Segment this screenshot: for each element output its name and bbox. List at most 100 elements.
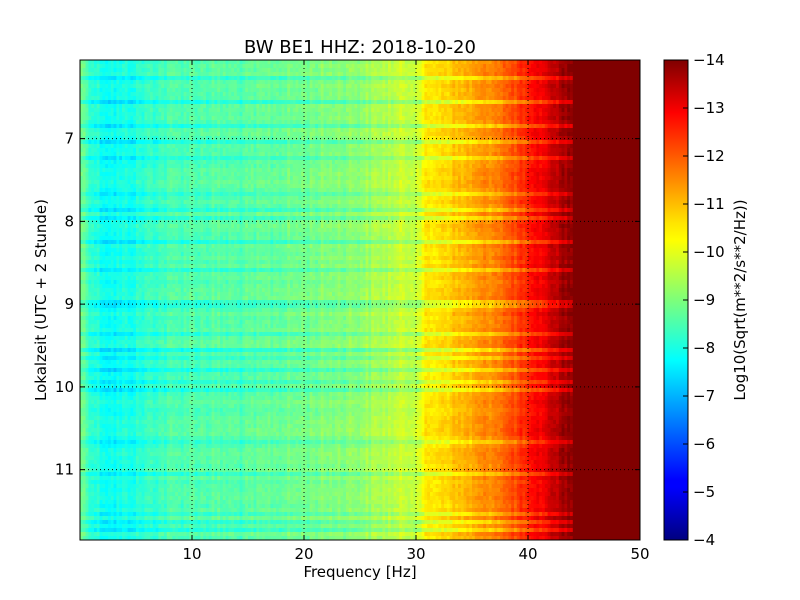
heatmap-cell [587,120,590,124]
heatmap-cell [318,64,321,68]
heatmap-cell [83,64,86,68]
heatmap-cell [122,156,125,160]
heatmap-cell [433,92,436,96]
heatmap-cell [464,88,467,92]
heatmap-cell [251,128,254,132]
heatmap-cell [343,132,346,136]
heatmap-cell [598,108,601,112]
heatmap-cell [282,64,285,68]
heatmap-cell [382,152,385,156]
heatmap-cell [380,88,383,92]
heatmap-cell [223,92,226,96]
heatmap-cell [212,152,215,156]
heatmap-cell [592,156,595,160]
heatmap-cell [520,96,523,100]
heatmap-cell [587,68,590,72]
heatmap-cell [209,144,212,148]
heatmap-cell [256,132,259,136]
heatmap-cell [206,148,209,152]
heatmap-cell [430,132,433,136]
heatmap-cell [357,136,360,140]
heatmap-cell [506,88,509,92]
heatmap-cell [427,80,430,84]
heatmap-cell [136,108,139,112]
heatmap-cell [503,100,506,104]
heatmap-cell [360,144,363,148]
heatmap-cell [324,128,327,132]
heatmap-cell [352,120,355,124]
heatmap-cell [172,132,175,136]
heatmap-cell [270,64,273,68]
heatmap-cell [539,60,542,64]
heatmap-cell [399,76,402,80]
heatmap-cell [167,148,170,152]
heatmap-cell [531,104,534,108]
heatmap-cell [88,100,91,104]
heatmap-cell [147,84,150,88]
heatmap-cell [139,148,142,152]
heatmap-cell [405,132,408,136]
heatmap-cell [520,112,523,116]
heatmap-cell [539,108,542,112]
heatmap-cell [539,128,542,132]
heatmap-cell [430,96,433,100]
heatmap-cell [455,96,458,100]
heatmap-cell [228,100,231,104]
heatmap-cell [380,96,383,100]
heatmap-cell [332,96,335,100]
heatmap-cell [147,68,150,72]
heatmap-cell [444,84,447,88]
heatmap-cell [360,100,363,104]
heatmap-cell [276,148,279,152]
heatmap-cell [573,60,576,64]
heatmap-cell [472,68,475,72]
heatmap-cell [265,104,268,108]
heatmap-cell [262,88,265,92]
heatmap-cell [290,140,293,144]
heatmap-cell [338,60,341,64]
heatmap-cell [478,124,481,128]
heatmap-cell [352,156,355,160]
heatmap-cell [212,100,215,104]
heatmap-cell [130,152,133,156]
heatmap-cell [259,96,262,100]
heatmap-cell [119,128,122,132]
heatmap-cell [203,156,206,160]
heatmap-cell [609,68,612,72]
heatmap-cell [503,92,506,96]
heatmap-cell [371,100,374,104]
heatmap-cell [436,144,439,148]
heatmap-cell [354,64,357,68]
heatmap-cell [105,112,108,116]
heatmap-cell [394,84,397,88]
heatmap-cell [517,80,520,84]
heatmap-cell [307,156,310,160]
heatmap-cell [220,140,223,144]
heatmap-cell [592,140,595,144]
heatmap-cell [500,68,503,72]
heatmap-cell [494,96,497,100]
heatmap-cell [184,116,187,120]
heatmap-cell [494,124,497,128]
heatmap-cell [461,112,464,116]
heatmap-cell [144,116,147,120]
heatmap-cell [573,104,576,108]
heatmap-cell [198,140,201,144]
heatmap-cell [217,76,220,80]
heatmap-cell [472,132,475,136]
heatmap-cell [394,108,397,112]
heatmap-cell [548,116,551,120]
heatmap-cell [606,60,609,64]
heatmap-cell [567,100,570,104]
heatmap-cell [172,140,175,144]
heatmap-cell [231,100,234,104]
heatmap-cell [382,120,385,124]
heatmap-cell [220,112,223,116]
heatmap-cell [198,148,201,152]
heatmap-cell [223,100,226,104]
heatmap-cell [321,156,324,160]
heatmap-cell [293,148,296,152]
heatmap-cell [279,120,282,124]
heatmap-cell [388,120,391,124]
heatmap-cell [329,148,332,152]
